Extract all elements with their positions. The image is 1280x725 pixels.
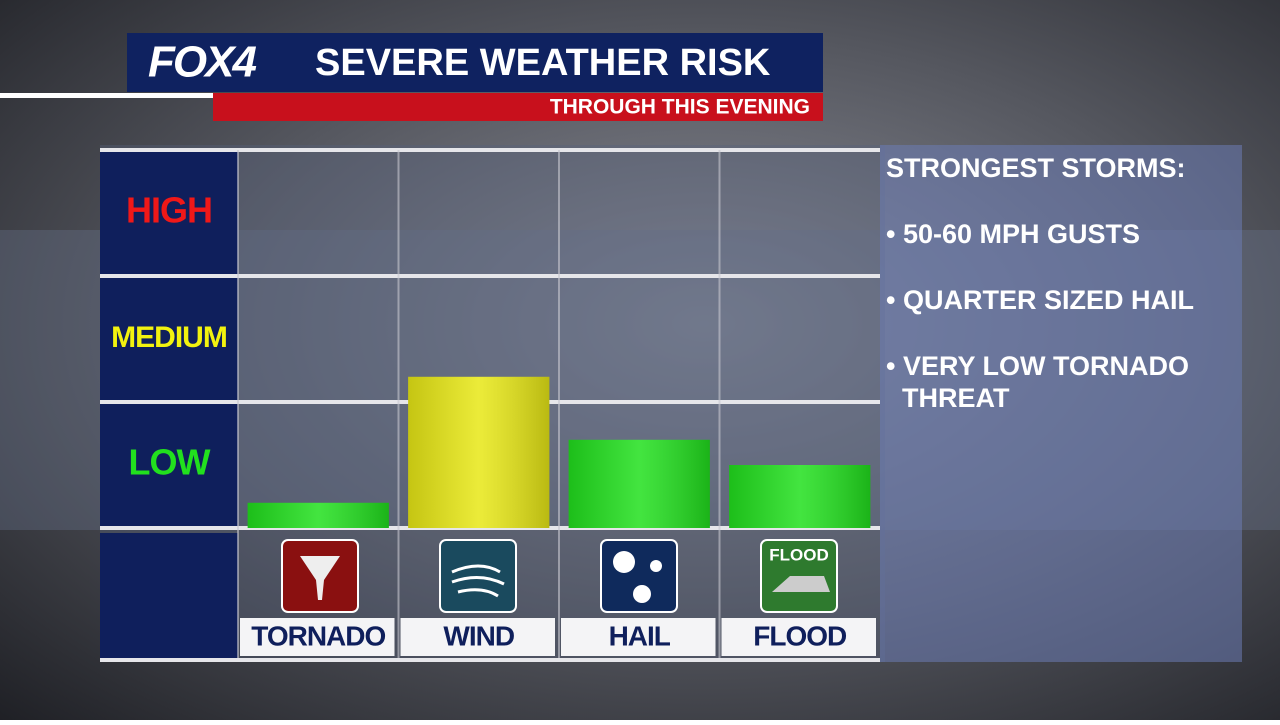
subtitle-box (213, 93, 823, 121)
logo: FOX4 (148, 38, 256, 87)
y-tick-label: HIGH (126, 190, 212, 231)
notes-panel (880, 145, 1242, 662)
chart-title: SEVERE WEATHER RISK (315, 42, 771, 84)
bar-shade (729, 465, 871, 528)
hail-icon (600, 539, 678, 613)
x-label-box (240, 618, 395, 656)
x-tick-label: HAIL (609, 620, 671, 651)
plot: LOW MEDIUM HIGH TORNADO WIND HAIL FLOOD (100, 148, 880, 662)
note: • VERY LOW TORNADO THREAT (886, 351, 1189, 413)
wind-icon (439, 539, 517, 613)
x-label-box (561, 618, 716, 656)
x-tick-label: TORNADO (251, 620, 385, 651)
note: • QUARTER SIZED HAIL (886, 285, 1194, 315)
y-band-box (100, 152, 238, 274)
flood-icon: FLOOD (760, 539, 838, 613)
label-corner (100, 533, 238, 660)
x-label-box (400, 618, 555, 656)
y-band-box (100, 404, 238, 526)
note: • 50-60 MPH GUSTS (886, 219, 1140, 249)
notes-title: STRONGEST STORMS: (886, 153, 1186, 183)
y-tick-label: LOW (129, 442, 211, 483)
header-box (127, 33, 823, 92)
y-tick-label: MEDIUM (111, 321, 227, 354)
flood-icon-text: FLOOD (769, 545, 829, 564)
x-tick-label: WIND (443, 620, 514, 651)
bar-shade (568, 439, 710, 528)
bar-shade (408, 376, 550, 528)
header-line (0, 93, 213, 98)
notes: • 50-60 MPH GUSTS • QUARTER SIZED HAIL • V… (886, 219, 1194, 413)
x-tick-label: FLOOD (753, 620, 847, 651)
tornado-icon (281, 539, 359, 613)
x-label-box (721, 618, 876, 656)
y-band-box (100, 278, 238, 400)
bar-shade (247, 502, 389, 528)
chart-subtitle: THROUGH THIS EVENING (550, 96, 810, 119)
